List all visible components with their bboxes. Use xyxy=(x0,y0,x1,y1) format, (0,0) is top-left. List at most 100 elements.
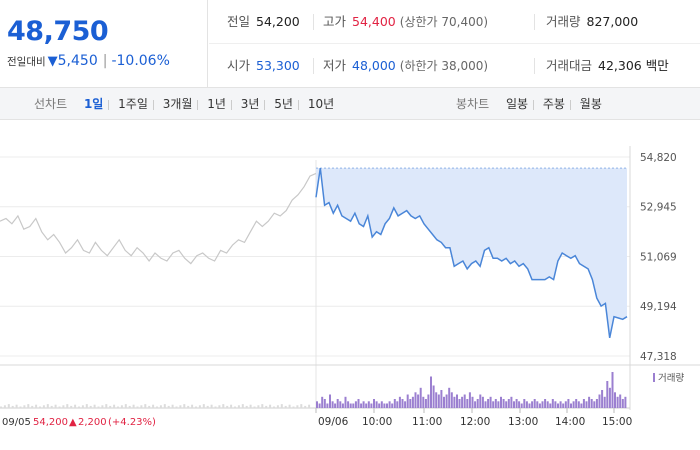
volume-bar-prev xyxy=(206,405,209,408)
period-1y[interactable]: 1년 xyxy=(207,97,226,111)
volume-bar xyxy=(417,394,420,408)
volume-bar-prev xyxy=(101,405,104,408)
candle-weekly[interactable]: 주봉 xyxy=(542,97,565,111)
volume-bar xyxy=(567,399,570,408)
volume-bar-prev xyxy=(257,405,260,408)
stat-key: 거래량 xyxy=(546,14,581,29)
volume-bar xyxy=(321,396,324,409)
up-triangle-icon: ▲ xyxy=(69,417,77,428)
volume-bar xyxy=(598,394,601,408)
volume-bar xyxy=(445,394,448,408)
volume-bar xyxy=(536,401,539,409)
volume-bar xyxy=(500,396,502,409)
volume-bar xyxy=(603,396,606,409)
period-1w[interactable]: 1주일 xyxy=(118,97,148,111)
volume-bar xyxy=(448,387,451,409)
candle-chart-periods: 봉차트 일봉 주봉 월봉 xyxy=(456,88,607,120)
volume-bar xyxy=(401,399,404,408)
volume-bar-prev xyxy=(3,405,6,408)
y-tick-label: 52,945 xyxy=(640,202,677,214)
volume-bar-prev xyxy=(35,404,38,408)
volume-legend: 거래량 xyxy=(658,372,684,384)
divider xyxy=(534,14,535,30)
volume-bar xyxy=(440,390,443,408)
candle-daily[interactable]: 일봉 xyxy=(505,97,529,111)
volume-bar xyxy=(461,396,464,409)
volume-bar xyxy=(347,401,350,409)
volume-bar xyxy=(406,394,409,408)
divider xyxy=(313,58,314,74)
volume-bar-prev xyxy=(280,404,283,408)
volume-bar xyxy=(427,394,430,408)
volume-bar xyxy=(608,387,611,409)
volume-bar xyxy=(559,401,562,409)
volume-bar-prev xyxy=(273,406,275,408)
volume-bar xyxy=(505,401,508,409)
volume-bar-prev xyxy=(265,405,268,408)
volume-bar-prev xyxy=(89,405,92,408)
volume-bar xyxy=(367,401,370,409)
volume-bar xyxy=(520,403,523,408)
volume-bar-prev xyxy=(241,404,244,408)
divider xyxy=(569,99,571,110)
volume-bar xyxy=(533,399,536,408)
volume-bar xyxy=(528,403,531,408)
volume-bar-prev xyxy=(140,405,143,408)
volume-bar xyxy=(411,396,414,409)
volume-bar xyxy=(572,401,575,409)
x-tick-label: 12:00 xyxy=(460,416,490,428)
volume-bar xyxy=(414,392,417,409)
volume-bar xyxy=(541,401,544,409)
volume-bar xyxy=(564,401,567,409)
volume-bar xyxy=(437,394,440,408)
prev-day-close: 54,200 xyxy=(33,417,68,428)
volume-bar xyxy=(492,401,495,409)
volume-bar-prev xyxy=(66,404,69,408)
volume-bar xyxy=(396,401,399,409)
stat-sub: (하한가 38,000) xyxy=(399,59,489,73)
volume-bar xyxy=(497,401,500,409)
change-rate: -10.06% xyxy=(111,53,170,69)
line-chart-label: 선차트 xyxy=(34,97,68,111)
volume-bar-prev xyxy=(109,405,112,408)
stat-low: 저가 48,000 (하한가 38,000) xyxy=(323,44,488,88)
stat-value: 54,400 xyxy=(352,14,396,29)
period-5y[interactable]: 5년 xyxy=(274,97,293,111)
y-axis: 54,820 52,945 51,069 49,194 47,318 xyxy=(640,152,677,363)
volume-bar xyxy=(551,399,554,408)
volume-bar-prev xyxy=(175,406,178,408)
volume-bar-prev xyxy=(183,404,186,408)
volume-bar-prev xyxy=(120,405,123,408)
volume-bar-prev xyxy=(226,405,229,408)
volume-bar xyxy=(611,372,614,408)
volume-bar-prev xyxy=(261,404,264,408)
y-tick-label: 47,318 xyxy=(640,351,677,363)
stat-key: 시가 xyxy=(227,58,251,73)
volume-bar-prev xyxy=(124,404,127,408)
price-chart[interactable]: 54,820 52,945 51,069 49,194 47,318 09/06 10:0… xyxy=(0,120,700,450)
volume-bar xyxy=(466,399,469,408)
volume-bar-prev xyxy=(222,404,225,408)
volume-bar xyxy=(624,396,627,409)
change-separator: | xyxy=(102,53,108,69)
volume-bar-prev xyxy=(117,406,119,408)
volume-bar-prev xyxy=(171,404,174,408)
volume-bar xyxy=(370,403,373,408)
volume-bar xyxy=(422,396,425,409)
period-1d[interactable]: 1일 xyxy=(83,97,104,111)
candle-chart-label: 봉차트 xyxy=(456,97,490,111)
divider xyxy=(264,99,266,110)
period-10y[interactable]: 10년 xyxy=(307,97,335,111)
x-tick-label: 14:00 xyxy=(555,416,585,428)
period-3y[interactable]: 3년 xyxy=(240,97,260,111)
volume-bar xyxy=(419,387,422,409)
volume-bar-prev xyxy=(74,404,77,408)
volume-bar xyxy=(341,403,344,408)
volume-bar xyxy=(386,403,388,408)
period-3m[interactable]: 3개월 xyxy=(162,97,193,111)
candle-monthly[interactable]: 월봉 xyxy=(579,97,602,111)
stat-sub: (상한가 70,400) xyxy=(399,15,489,29)
volume-bar xyxy=(621,399,624,408)
divider xyxy=(152,99,154,110)
stat-high: 고가 54,400 (상한가 70,400) xyxy=(323,0,488,44)
